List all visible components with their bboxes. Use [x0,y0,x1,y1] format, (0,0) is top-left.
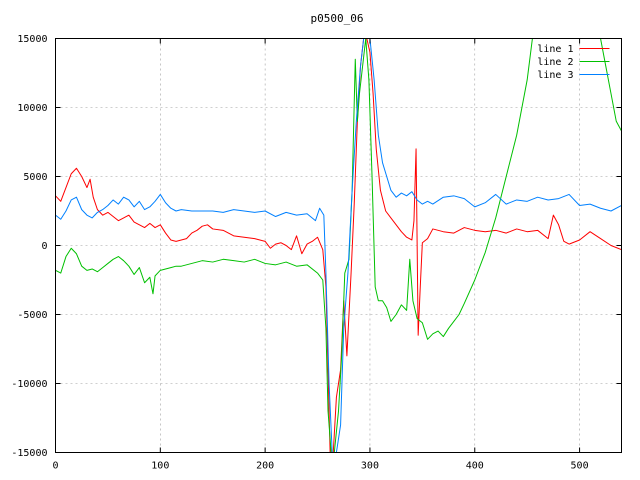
series-layer [55,38,622,453]
x-tick-label: 300 [361,461,379,472]
x-tick-label: 200 [256,461,274,472]
legend-label: line 1 [537,44,573,55]
chart-title: p0500_06 [311,12,364,25]
x-tick-label: 100 [151,461,169,472]
y-tick-label: 0 [41,241,47,252]
legend: line 1 line 2 line 3 [537,44,610,81]
y-tick-label: 5000 [23,172,47,183]
x-tick-label: 500 [571,461,589,472]
series-line-1 [55,38,622,453]
series-line-3 [55,38,622,453]
x-tick-label: 400 [466,461,484,472]
y-tick-label: -5000 [17,310,47,321]
legend-label: line 2 [537,57,573,68]
y-tick-label: -10000 [11,379,47,390]
x-tick-label: 0 [52,461,58,472]
y-tick-label: -15000 [11,448,47,459]
grid [55,38,622,453]
series-line-2 [55,38,622,453]
y-tick-label: 15000 [17,34,47,45]
legend-label: line 3 [537,70,573,81]
y-tick-label: 10000 [17,103,47,114]
axis-ticks: 0 100 200 300 400 500 -15000 -10000 -5000 0 5000 10… [11,34,622,472]
